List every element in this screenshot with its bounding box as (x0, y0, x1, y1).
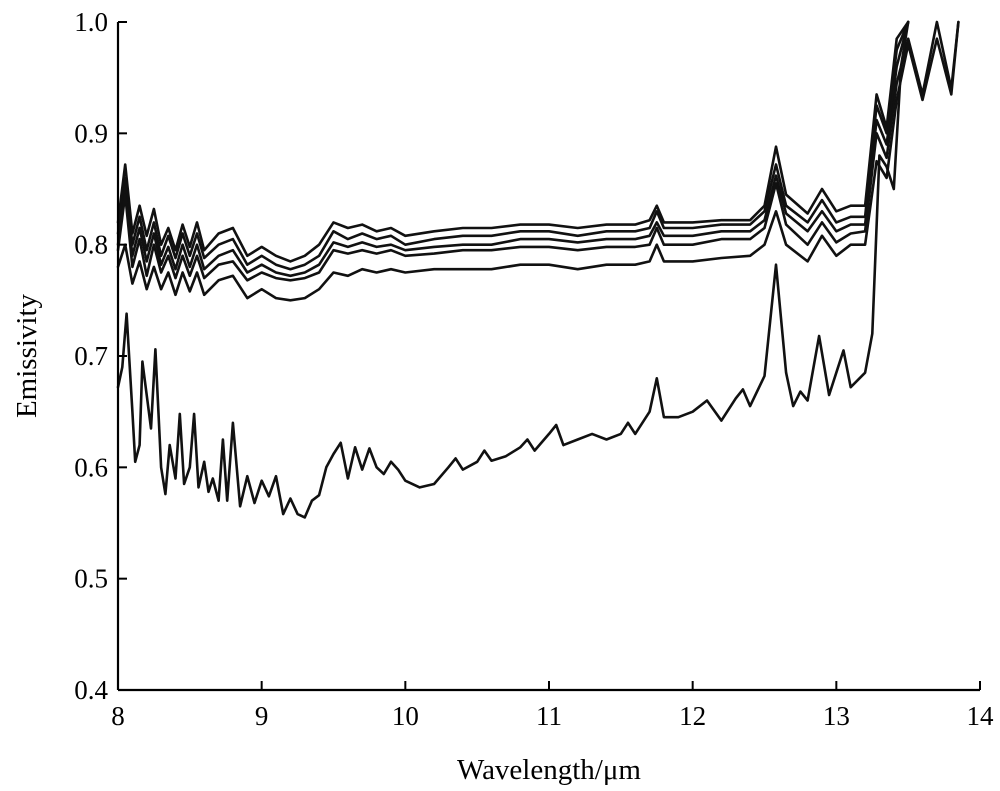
x-tick-label: 14 (967, 701, 995, 731)
y-tick-label: 0.4 (74, 675, 108, 705)
series-line-3 (116, 20, 910, 278)
series-line-5 (116, 20, 960, 302)
y-ticks: 0.4 0.5 0.6 0.7 0.8 0.9 1.0 (74, 7, 127, 705)
y-tick-label: 0.5 (74, 564, 108, 594)
x-axis-title: Wavelength/μm (457, 754, 641, 786)
y-axis-title: Emissivity (11, 293, 43, 418)
y-tick-label: 0.6 (74, 452, 108, 482)
y-tick-label: 0.9 (74, 118, 108, 148)
x-tick-label: 8 (111, 701, 125, 731)
x-tick-label: 13 (823, 701, 850, 731)
y-tick-label: 1.0 (74, 7, 108, 37)
series-line-4 (116, 20, 960, 282)
series-line-1 (116, 20, 910, 263)
y-tick-label: 0.7 (74, 341, 108, 371)
x-tick-label: 11 (536, 701, 562, 731)
series-layer (116, 20, 960, 519)
y-tick-label: 0.8 (74, 230, 108, 260)
x-tick-label: 9 (255, 701, 269, 731)
x-tick-label: 10 (392, 701, 419, 731)
series-line-6 (116, 20, 910, 519)
x-ticks: 8 9 10 11 12 13 14 (111, 681, 994, 731)
series-line-2 (116, 20, 910, 271)
x-tick-label: 12 (679, 701, 706, 731)
